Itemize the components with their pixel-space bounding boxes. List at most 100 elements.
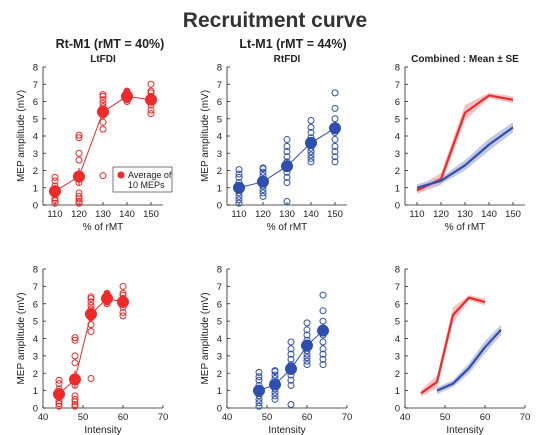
- mean-line-blue: [416, 126, 514, 189]
- trial-point: [331, 142, 339, 150]
- trial-point: [303, 361, 311, 369]
- trial-point: [71, 401, 79, 409]
- y-tick-label: 0: [395, 201, 400, 212]
- y-tick-label: 4: [33, 334, 38, 345]
- trial-point: [283, 198, 291, 206]
- y-tick-label: 6: [217, 97, 222, 108]
- trial-point: [307, 123, 315, 131]
- y-tick-label: 0: [395, 404, 400, 415]
- x-tick-label: 150: [327, 209, 343, 220]
- x-tick-label: 60: [480, 412, 491, 423]
- y-tick-label: 1: [217, 183, 222, 194]
- trial-point: [331, 148, 339, 156]
- x-tick-label: 130: [95, 209, 111, 220]
- trial-point: [259, 192, 267, 200]
- mean-point: [269, 378, 281, 391]
- trial-point: [255, 402, 263, 410]
- trial-point: [331, 135, 339, 143]
- trial-point: [287, 350, 295, 358]
- mean-point: [49, 185, 61, 198]
- x-tick-label: 140: [119, 209, 135, 220]
- trial-point: [147, 106, 155, 114]
- mean-point: [85, 308, 97, 321]
- trial-point: [55, 402, 63, 410]
- trial-point: [99, 125, 107, 133]
- y-tick-label: 4: [217, 334, 222, 345]
- trial-point: [99, 172, 107, 180]
- y-tick-label: 5: [217, 114, 222, 125]
- trial-point: [303, 319, 311, 327]
- trial-point: [283, 148, 291, 156]
- trial-point: [287, 338, 295, 346]
- panel-subtitle: Combined : Mean ± SE: [411, 54, 519, 65]
- figure-title: Recruitment curve: [183, 9, 367, 32]
- x-axis-label: % of rMT: [267, 222, 308, 233]
- y-axis-label: MEP amplitude (mV): [16, 90, 27, 182]
- trial-point: [87, 293, 95, 301]
- y-tick-label: 2: [395, 369, 400, 380]
- x-tick-label: 140: [481, 209, 497, 220]
- x-tick-label: 120: [255, 209, 271, 220]
- trial-point: [147, 110, 155, 118]
- x-tick-label: 50: [440, 412, 451, 423]
- trial-point: [119, 282, 127, 290]
- mean-point: [97, 105, 109, 118]
- y-tick-label: 5: [33, 114, 38, 125]
- mean-point: [117, 296, 129, 309]
- trial-point: [255, 399, 263, 407]
- mean-line-red: [420, 296, 486, 395]
- y-tick-label: 6: [395, 299, 400, 310]
- mean-point: [329, 122, 341, 135]
- y-tick-label: 1: [33, 386, 38, 397]
- mean-point: [253, 384, 265, 397]
- chart-panel-comb-pct: 0 1 2 3 4 5 6 7 8 110 120 130 140 150 Combined : Mean …: [395, 54, 525, 233]
- x-tick-label: 40: [38, 412, 49, 423]
- x-tick-label: 120: [433, 209, 449, 220]
- y-tick-label: 0: [217, 201, 222, 212]
- y-tick-label: 8: [395, 63, 400, 74]
- trial-point: [307, 116, 315, 124]
- y-tick-label: 1: [217, 386, 222, 397]
- trial-point: [283, 142, 291, 150]
- x-axis-label: % of rMT: [83, 222, 124, 233]
- y-tick-label: 3: [33, 149, 38, 160]
- trial-point: [319, 355, 327, 363]
- trial-point: [287, 345, 295, 353]
- y-tick-label: 1: [395, 183, 400, 194]
- x-axis-label: % of rMT: [445, 222, 486, 233]
- trial-point: [271, 392, 279, 400]
- y-tick-label: 8: [217, 63, 222, 74]
- y-tick-label: 5: [33, 317, 38, 328]
- trial-point: [331, 104, 339, 112]
- x-tick-label: 130: [457, 209, 473, 220]
- trial-point: [287, 381, 295, 389]
- y-tick-label: 4: [33, 132, 38, 143]
- x-tick-label: 60: [118, 412, 129, 423]
- x-tick-label: 110: [231, 209, 246, 220]
- trial-point: [303, 357, 311, 365]
- trial-point: [303, 354, 311, 362]
- y-tick-label: 1: [395, 386, 400, 397]
- trial-point: [75, 149, 83, 157]
- x-tick-label: 110: [409, 209, 424, 220]
- trial-point: [99, 91, 107, 99]
- x-tick-label: 60: [302, 412, 313, 423]
- se-band-blue: [437, 324, 501, 395]
- trial-point: [75, 131, 83, 139]
- trial-point: [235, 196, 243, 204]
- trial-point: [271, 371, 279, 379]
- x-tick-label: 50: [262, 412, 273, 423]
- y-tick-label: 2: [33, 369, 38, 380]
- mean-point: [233, 181, 245, 194]
- y-tick-label: 6: [217, 299, 222, 310]
- trial-point: [75, 189, 83, 197]
- trial-point: [99, 96, 107, 104]
- mean-point: [317, 324, 329, 337]
- x-tick-label: 140: [303, 209, 319, 220]
- trial-point: [259, 168, 267, 176]
- trial-point: [319, 307, 327, 315]
- mean-point: [53, 388, 65, 401]
- legend-label-line1: Average of: [128, 170, 172, 180]
- y-tick-label: 4: [395, 334, 400, 345]
